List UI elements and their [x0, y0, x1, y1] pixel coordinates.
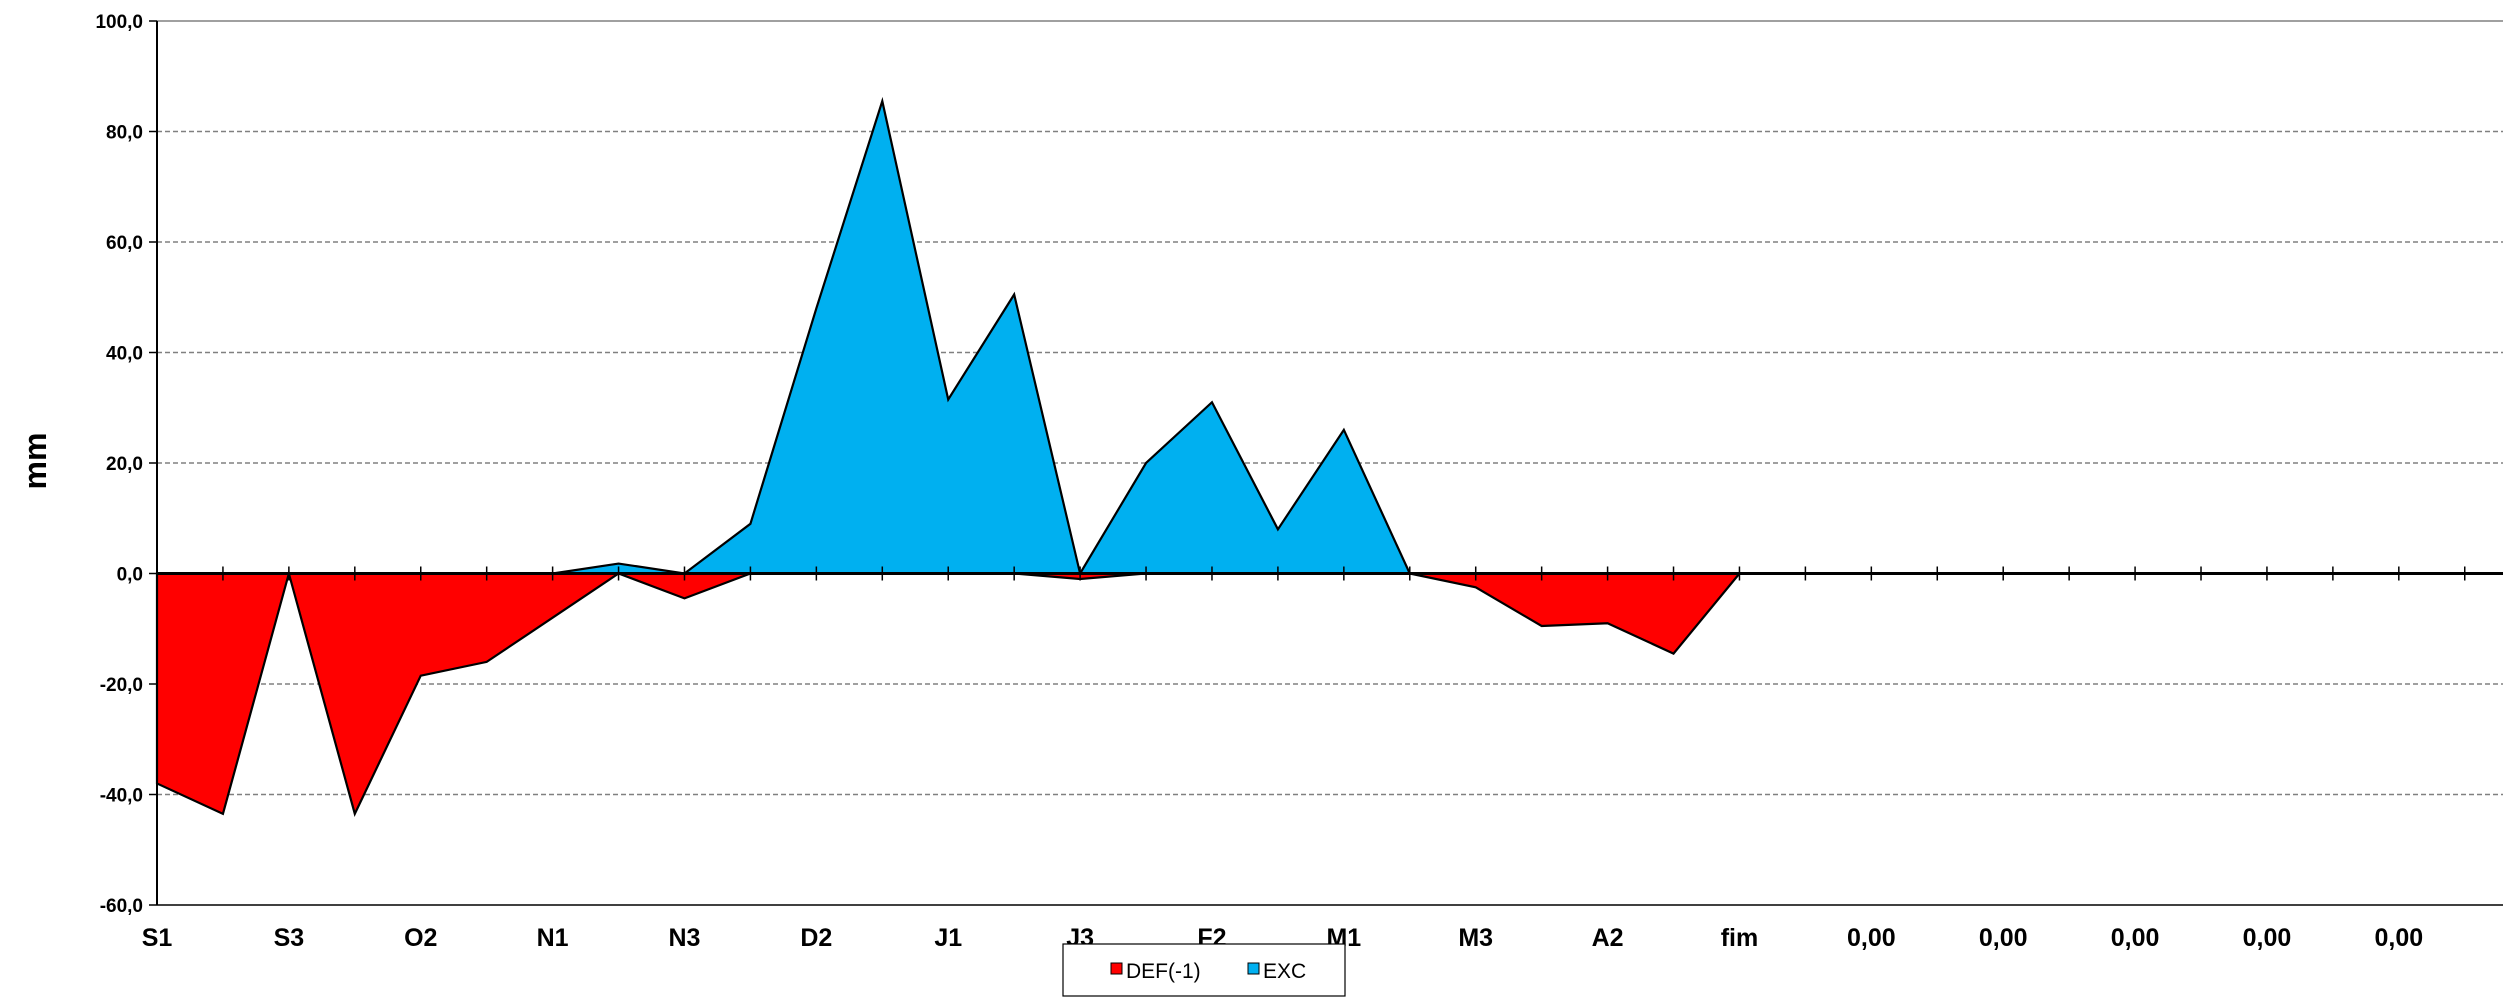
legend-swatch-def [1111, 963, 1122, 974]
x-tick-label: M3 [1458, 924, 1493, 952]
x-tick-label: S3 [274, 924, 305, 952]
x-tick-label: N3 [669, 924, 701, 952]
y-tick-label: -40,0 [100, 786, 143, 807]
y-tick-label: -20,0 [100, 675, 143, 696]
y-tick-label: 20,0 [106, 454, 143, 475]
y-tick-label: 40,0 [106, 344, 143, 365]
series-area-def [157, 574, 2465, 814]
x-tick-label: 0,00 [2111, 924, 2160, 952]
x-tick-label: O2 [404, 924, 437, 952]
x-tick-label: J1 [934, 924, 962, 952]
legend-label-exc: EXC [1263, 960, 1306, 983]
legend: DEF(-1) EXC [1063, 944, 1345, 996]
x-tick-label: 0,00 [2243, 924, 2292, 952]
x-tick-label: fim [1721, 924, 1759, 952]
x-tick-label: 0,00 [1979, 924, 2028, 952]
y-tick-label: 0,0 [117, 565, 143, 586]
grid-layer [157, 21, 2503, 795]
x-tick-label: D2 [800, 924, 832, 952]
series-area-exc [157, 101, 2465, 573]
x-tick-label: A2 [1592, 924, 1624, 952]
legend-swatch-exc [1248, 963, 1259, 974]
axis-layer: -60,0 -40,0 -20,0 0,0 20,0 40,0 60,0 80,0 100,0 S… [95, 12, 2503, 952]
x-tick-label: S1 [142, 924, 173, 952]
area-layer [157, 101, 2465, 814]
x-tick-label: 0,00 [1847, 924, 1896, 952]
legend-label-def: DEF(-1) [1126, 960, 1201, 983]
y-tick-label: -60,0 [100, 896, 143, 917]
x-tick-label: 0,00 [2374, 924, 2423, 952]
y-tick-label: 60,0 [106, 233, 143, 254]
y-axis-label: mm [17, 433, 53, 490]
y-tick-label: 80,0 [106, 123, 143, 144]
x-tick-label: N1 [537, 924, 569, 952]
y-tick-label: 100,0 [95, 12, 143, 33]
